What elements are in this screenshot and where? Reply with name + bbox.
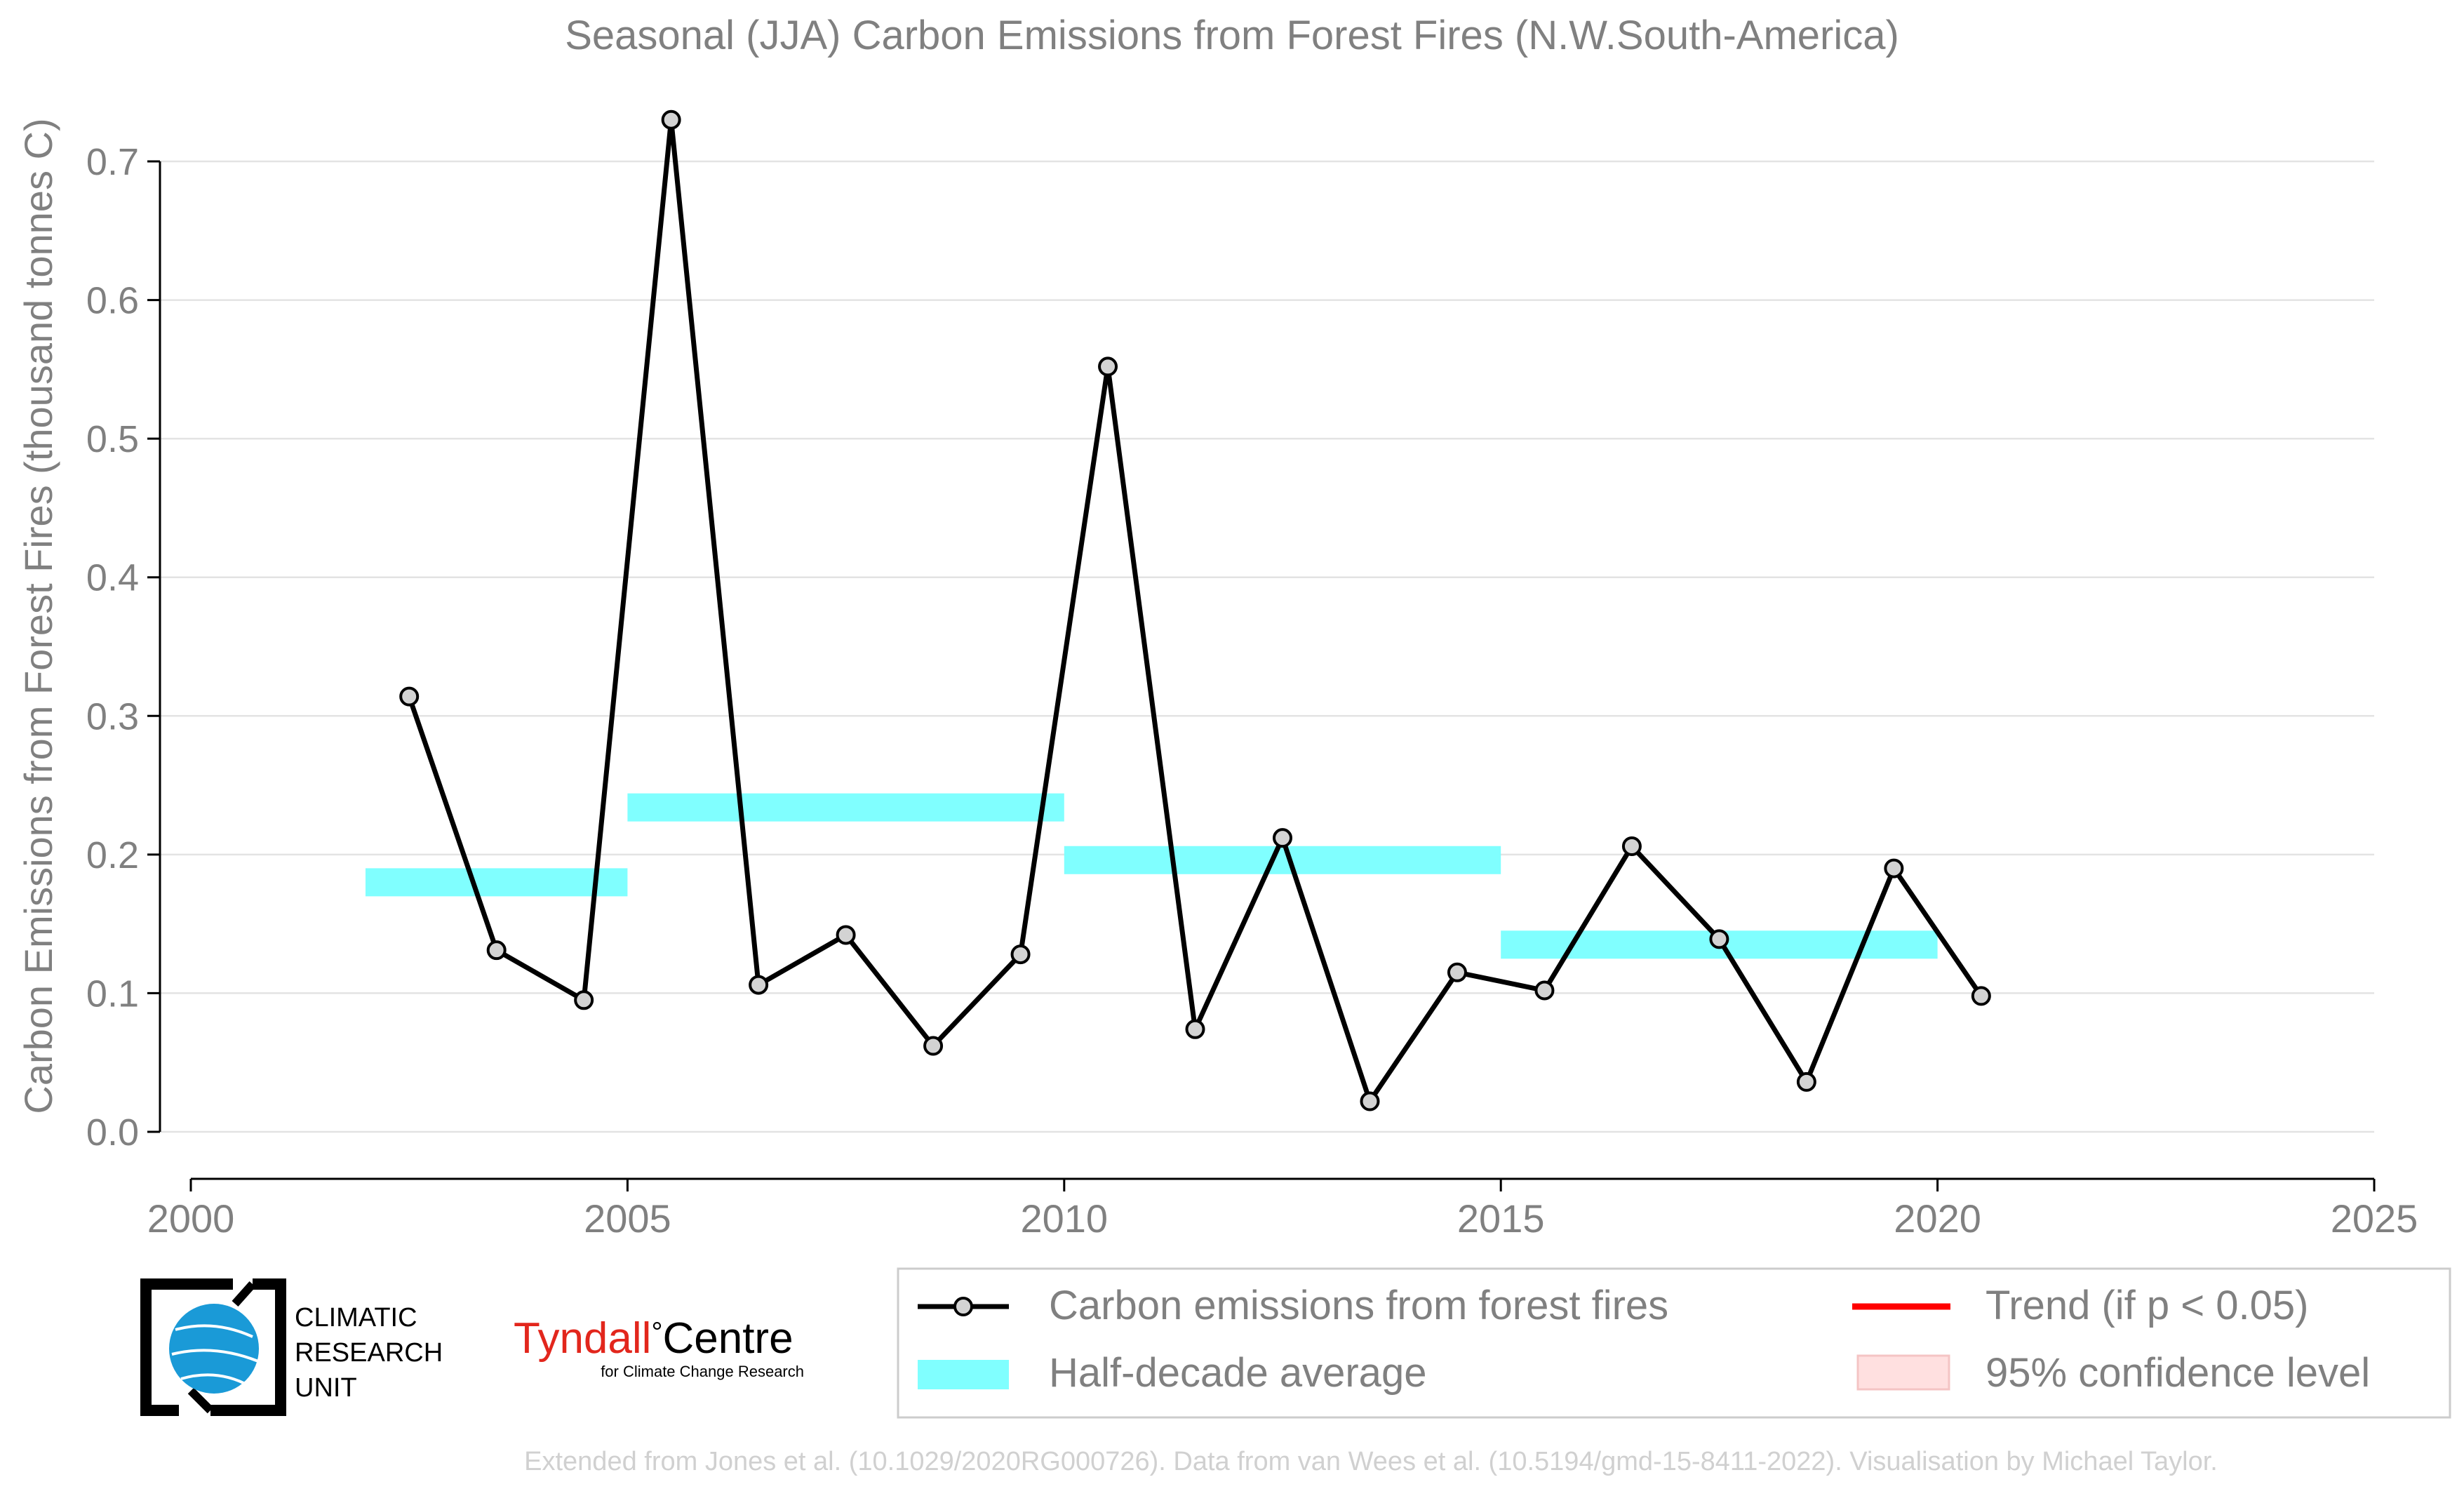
data-point-2	[574, 990, 594, 1010]
grid-lines	[160, 160, 2374, 1133]
data-point-8	[1098, 356, 1118, 377]
data-point-17	[1884, 858, 1904, 879]
chart-title: Seasonal (JJA) Carbon Emissions from For…	[565, 13, 1899, 58]
cru-text-line-3: UNIT	[295, 1373, 357, 1403]
y-tick-label-6: 0.6	[86, 280, 139, 322]
data-point-13	[1534, 980, 1555, 1001]
tyndall-main: Tyndall	[514, 1314, 651, 1363]
data-point-18	[1971, 986, 1991, 1006]
data-point-9	[1185, 1019, 1205, 1039]
y-axis-label: Carbon Emissions from Forest Fires (thou…	[16, 118, 60, 1114]
legend-average-swatch	[918, 1360, 1009, 1389]
legend-average-label: Half-decade average	[1049, 1350, 1426, 1396]
cru-logo-frame	[140, 1278, 286, 1416]
data-point-12	[1447, 962, 1467, 982]
data-point-14	[1621, 836, 1642, 857]
x-tick-label-5: 2025	[2331, 1196, 2418, 1241]
data-point-15	[1709, 929, 1729, 949]
average-band-1	[627, 793, 1064, 822]
legend-emissions-marker	[953, 1297, 973, 1316]
emissions-series	[399, 109, 1991, 1111]
data-point-7	[1010, 944, 1031, 965]
y-axis: 0.0 0.1 0.2 0.3 0.4 0.5 0.6 0.7	[86, 141, 161, 1154]
y-tick-label-7: 0.7	[86, 141, 139, 183]
tyndall-wordmark: Tyndall°Centre	[514, 1314, 794, 1363]
data-point-16	[1796, 1071, 1816, 1092]
y-tick-label-4: 0.4	[86, 557, 139, 599]
data-point-10	[1273, 828, 1292, 848]
data-point-1	[486, 940, 507, 961]
cru-logo: CLIMATIC RESEARCH UNIT	[140, 1278, 443, 1416]
tyndall-logo: Tyndall°Centre for Climate Change Resear…	[514, 1314, 804, 1380]
x-tick-label-3: 2015	[1457, 1196, 1545, 1241]
x-tick-label-2: 2010	[1021, 1196, 1109, 1241]
legend: Carbon emissions from forest fires Trend…	[897, 1267, 2451, 1419]
data-point-11	[1360, 1091, 1380, 1111]
legend-frame	[897, 1267, 2451, 1419]
legend-emissions-label: Carbon emissions from forest fires	[1049, 1283, 1668, 1328]
globe-icon	[169, 1304, 259, 1394]
footer-credit: Extended from Jones et al. (10.1029/2020…	[524, 1447, 2218, 1476]
x-tick-label-0: 2000	[147, 1196, 235, 1241]
x-tick-label-4: 2020	[1894, 1196, 1981, 1241]
y-tick-label-1: 0.1	[86, 973, 139, 1015]
tyndall-centre: Centre	[662, 1314, 793, 1363]
tyndall-degree: °	[651, 1317, 662, 1348]
y-tick-label-5: 0.5	[86, 418, 139, 460]
average-band-2	[1064, 846, 1501, 874]
y-tick-label-0: 0.0	[86, 1111, 139, 1154]
data-point-5	[836, 925, 856, 945]
data-point-6	[923, 1036, 944, 1056]
data-point-0	[399, 686, 420, 707]
legend-confidence-label: 95% confidence level	[1986, 1350, 2370, 1396]
average-band-0	[365, 868, 628, 897]
data-point-4	[749, 975, 769, 995]
y-tick-label-3: 0.3	[86, 695, 139, 737]
x-tick-label-1: 2005	[584, 1196, 671, 1241]
legend-trend-label: Trend (if p < 0.05)	[1986, 1283, 2308, 1328]
tyndall-subtitle: for Climate Change Research	[601, 1363, 804, 1380]
legend-confidence-swatch	[1856, 1354, 1950, 1391]
globe-icon-lines	[171, 1324, 259, 1387]
x-axis: 2000 2005 2010 2015 2020 2025	[147, 1177, 2418, 1241]
cru-logo-slash	[187, 1281, 256, 1414]
data-point-3	[661, 109, 681, 130]
y-tick-label-2: 0.2	[86, 834, 139, 876]
cru-text-line-2: RESEARCH	[295, 1338, 443, 1368]
cru-text-line-1: CLIMATIC	[295, 1303, 417, 1333]
